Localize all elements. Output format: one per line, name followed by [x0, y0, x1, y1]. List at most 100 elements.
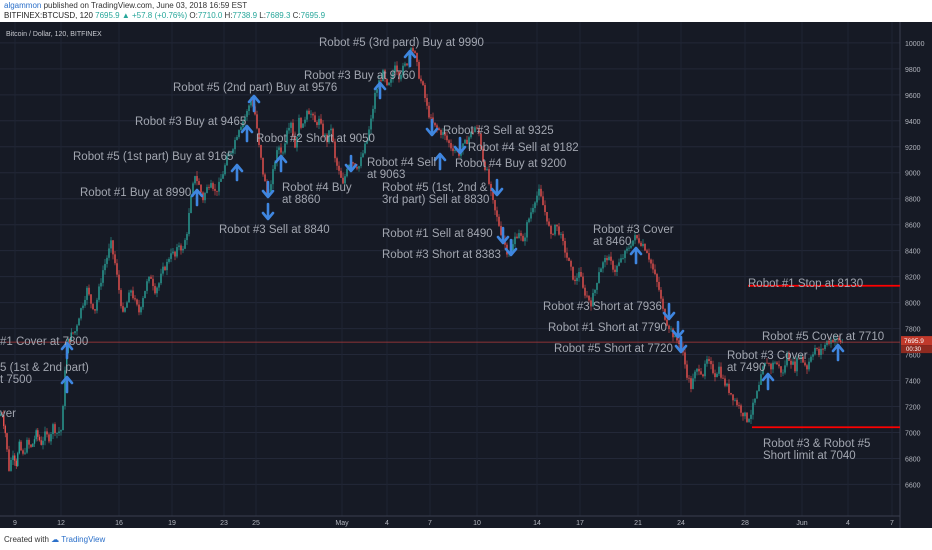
candle-body [556, 224, 558, 227]
candle-body [638, 238, 640, 243]
candle-body [412, 48, 414, 52]
trade-annotation: Robot #3 Short at 8383 [382, 249, 501, 261]
candle-body [516, 236, 518, 239]
candle-body [816, 348, 818, 349]
arrow-up-icon [230, 163, 244, 182]
candle-body [320, 118, 322, 124]
candle-body [628, 247, 630, 249]
candle-body [568, 257, 570, 261]
candle-body [30, 444, 32, 447]
trade-annotation: Robot #3 Cover at 7490 [727, 350, 808, 374]
candle-body [126, 302, 128, 308]
candle-body [428, 105, 430, 118]
candle-body [656, 274, 658, 282]
candle-body [742, 412, 744, 417]
trade-annotation: Robot #5 Cover at 7710 [762, 331, 884, 343]
candle-body [96, 299, 98, 311]
candle-body [820, 348, 822, 356]
candle-body [248, 105, 250, 112]
candle-body [658, 281, 660, 290]
candle-body [256, 114, 258, 129]
arrow-down-icon [674, 335, 688, 354]
candle-body [822, 348, 824, 350]
candle-body [392, 72, 394, 80]
candle-body [572, 266, 574, 280]
candle-body [208, 187, 210, 188]
candle-body [150, 276, 152, 279]
price-chart[interactable]: 6600 6800 7000 7200 7400 7600 7800 8000 8200 8400… [0, 22, 932, 528]
candle-body [602, 262, 604, 269]
candle-body [140, 307, 142, 313]
trade-annotation: 5 (1st & 2nd part) t 7500 [0, 362, 89, 386]
candle-body [370, 118, 372, 130]
candle-body [810, 356, 812, 362]
y-tick-label: 7600 [905, 353, 921, 360]
candle-body [646, 250, 648, 254]
y-tick-label: 8600 [905, 223, 921, 230]
candle-body [22, 450, 24, 454]
candle-body [590, 300, 592, 307]
candle-body [514, 236, 516, 245]
candle-body [258, 128, 260, 145]
trade-annotation: Robot #3 & Robot #5 Short limit at 7040 [763, 438, 870, 462]
time-axis [0, 516, 900, 528]
candle-body [46, 431, 48, 435]
candle-body [26, 439, 28, 453]
candle-body [530, 212, 532, 219]
candle-body [604, 257, 606, 263]
candle-body [546, 212, 548, 222]
candle-body [402, 65, 404, 76]
candle-body [40, 440, 42, 445]
trade-annotation: Robot #1 Sell at 8490 [382, 228, 493, 240]
candle-body [394, 65, 396, 73]
candle-body [56, 432, 58, 434]
candle-body [72, 332, 74, 334]
candle-body [242, 121, 244, 128]
candle-body [366, 140, 368, 144]
trade-annotation: ver [0, 408, 16, 420]
candle-body [286, 130, 288, 144]
candle-body [340, 170, 342, 178]
candle-body [142, 298, 144, 308]
candle-body [840, 340, 842, 343]
chart-panel[interactable]: 6600 6800 7000 7200 7400 7600 7800 8000 8200 8400… [0, 22, 932, 528]
candle-body [826, 340, 828, 345]
candle-body [622, 258, 624, 259]
candle-body [120, 290, 122, 307]
candle-body [90, 294, 92, 304]
x-tick-label: May [335, 520, 349, 527]
candle-body [92, 303, 94, 310]
candle-body [232, 149, 234, 154]
candle-body [698, 368, 700, 372]
candle-body [3, 414, 5, 427]
candle-body [390, 79, 392, 83]
candle-body [422, 81, 424, 86]
candle-body [374, 92, 376, 109]
candle-body [372, 108, 374, 119]
candle-body [676, 335, 678, 341]
plot-area [0, 22, 900, 516]
candle-body [44, 431, 46, 441]
candle-body [128, 292, 130, 303]
candle-body [224, 165, 226, 175]
candle-body [838, 338, 840, 341]
candle-body [442, 132, 444, 135]
candle-body [196, 176, 198, 182]
candle-body [582, 276, 584, 288]
candle-body [466, 139, 468, 145]
close-value: 7695.9 [300, 11, 326, 20]
y-tick-label: 9600 [905, 93, 921, 100]
candle-body [774, 362, 776, 364]
candle-body [752, 402, 754, 415]
arrow-up-icon [403, 49, 417, 68]
candle-body [342, 177, 344, 184]
tradingview-brand[interactable]: TradingView [61, 535, 106, 544]
candle-body [82, 305, 84, 309]
author-link[interactable]: algammon [4, 1, 42, 10]
candle-body [194, 176, 196, 184]
candle-body [304, 119, 306, 124]
y-tick-label: 9000 [905, 171, 921, 178]
candle-body [770, 363, 772, 370]
candle-body [424, 85, 426, 98]
candle-body [728, 383, 730, 393]
